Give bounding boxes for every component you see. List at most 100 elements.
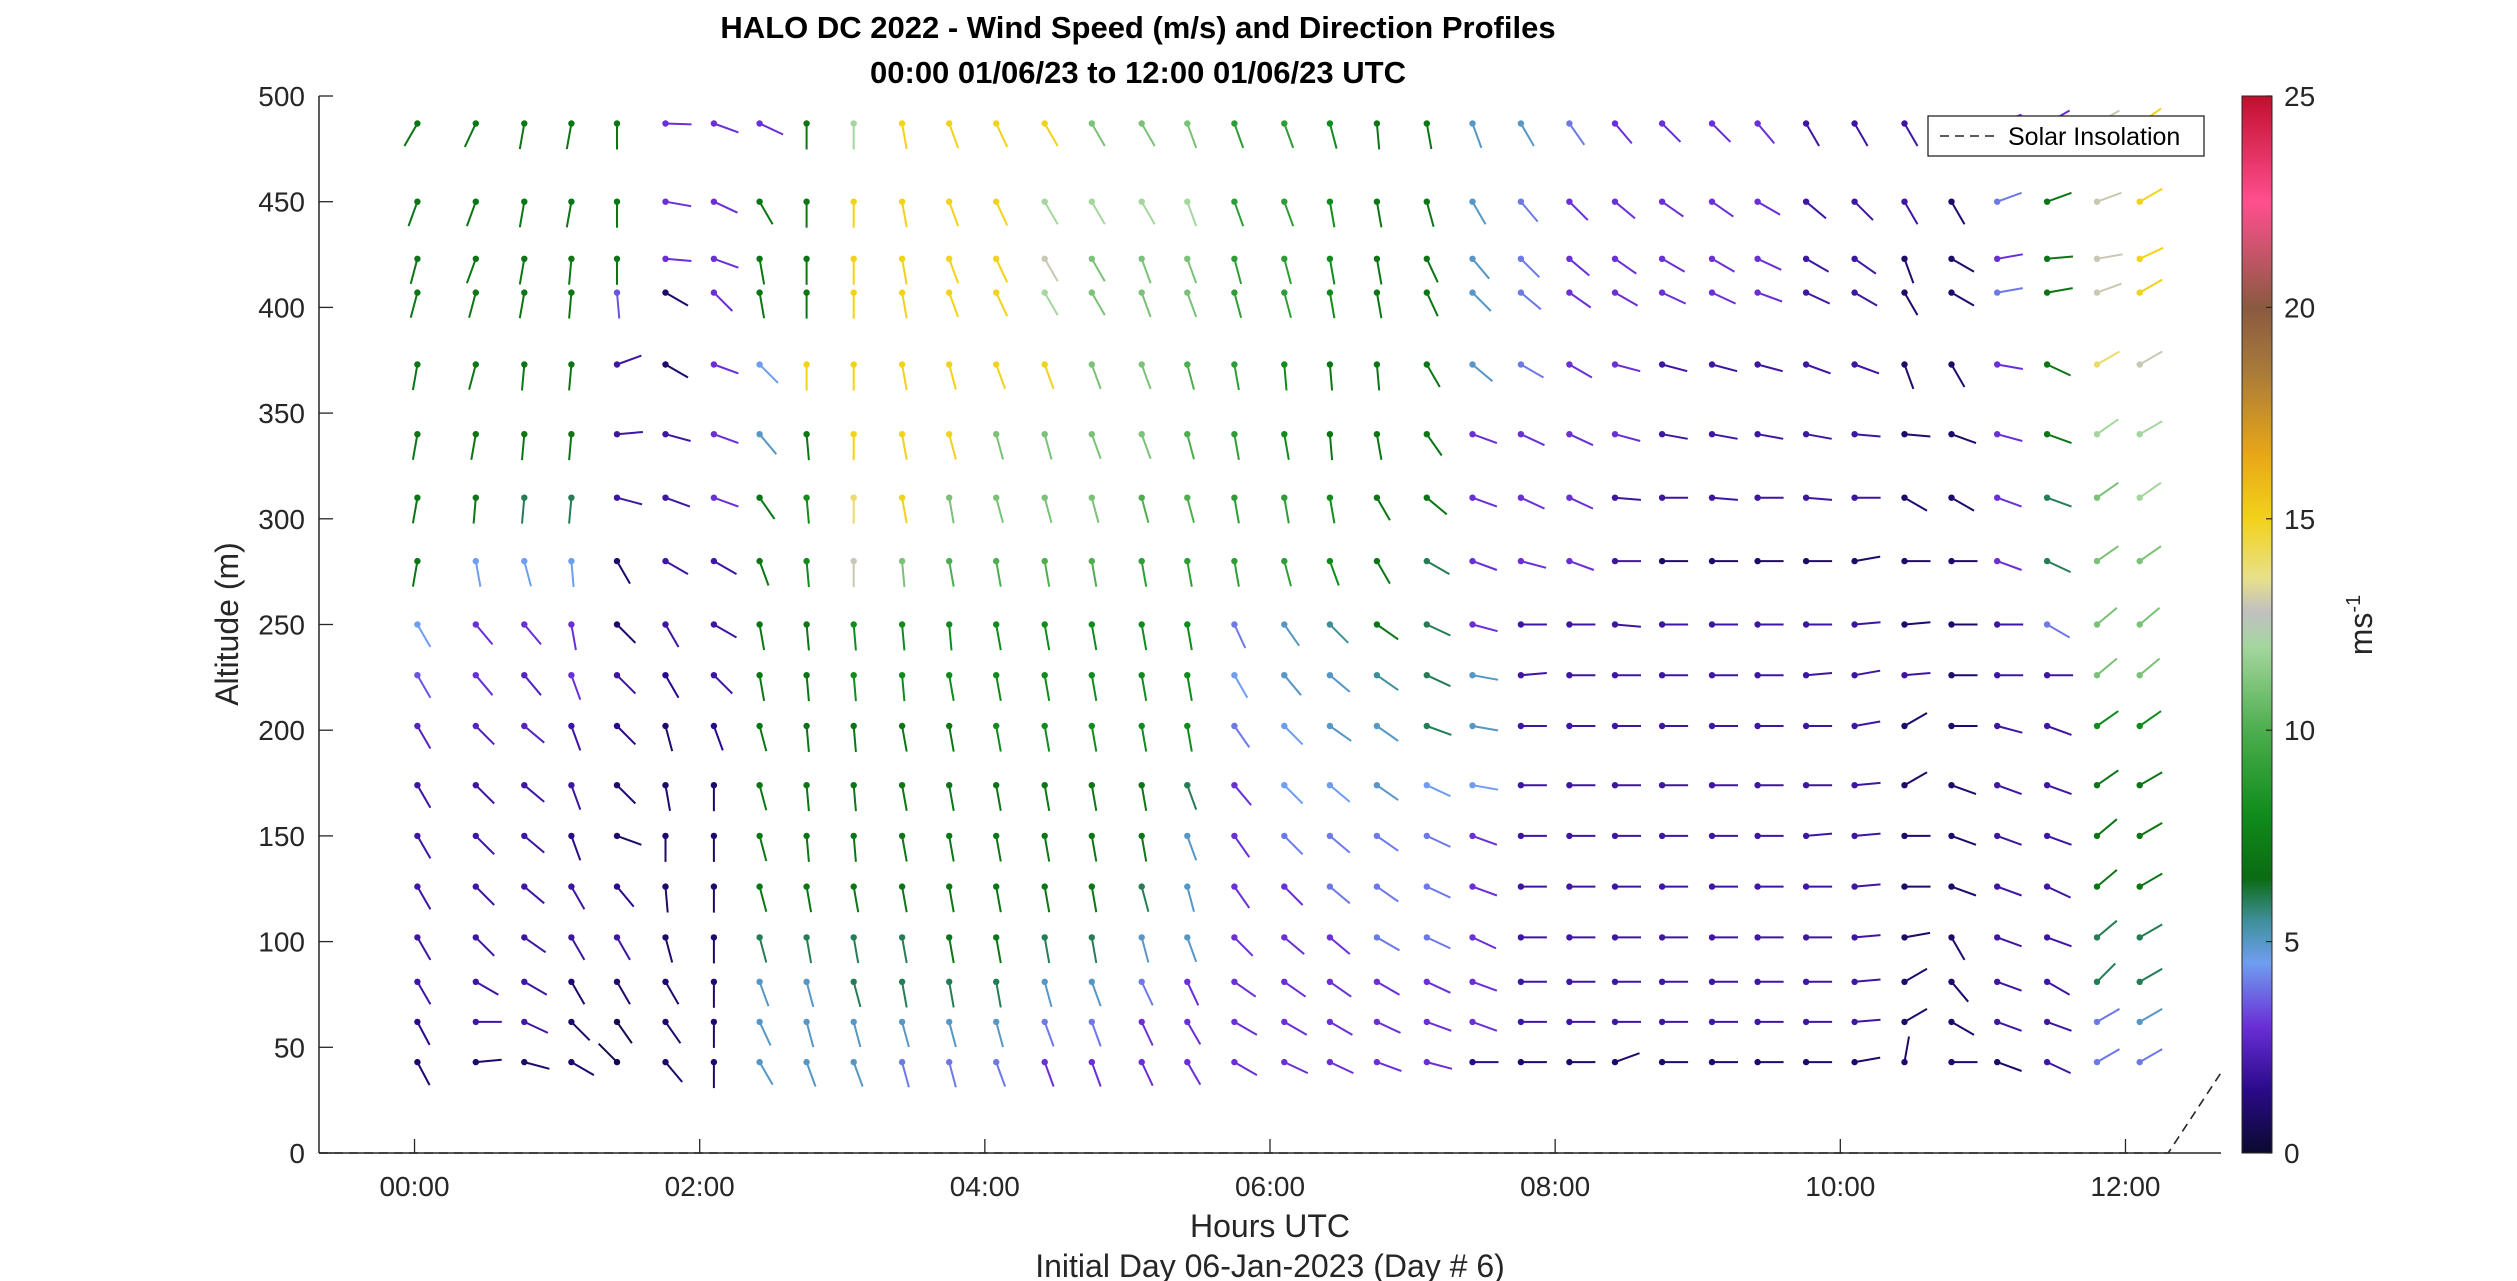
wind-barb [1469,1018,1498,1032]
wind-barb [613,722,637,746]
wind-barb-shaft [1043,624,1051,651]
wind-barb-dot [756,672,763,679]
wind-barb-dot [1469,621,1476,628]
wind-barb-dot [1658,198,1666,205]
wind-barb-dot [1851,672,1858,679]
wind-barb-dot [1423,120,1431,127]
wind-barb [1566,1058,1596,1066]
wind-barb [1088,120,1106,147]
wind-barb-dot [1802,198,1810,205]
wind-barb-dot [1231,361,1238,368]
wind-barb-shaft [1140,1021,1154,1046]
wind-barb-shaft [1283,674,1302,696]
wind-barb [1517,289,1542,311]
wind-barb-dot [850,832,857,840]
wind-barb-dot [710,120,718,127]
wind-barb-dot [803,978,810,985]
wind-barb-shaft [1568,433,1594,447]
wind-barb-dot [1138,255,1145,262]
wind-barb-dot [993,722,1000,730]
wind-barb-dot [756,934,763,941]
wind-barb-dot [472,120,479,127]
wind-barb-dot [1994,672,2001,679]
wind-barb-dot [1901,361,1908,368]
wind-barb-dot [1611,621,1619,628]
wind-barb-dot [1088,431,1096,438]
wind-barb [756,934,768,963]
wind-barb [1901,361,1915,390]
wind-barb-dot [1326,289,1334,296]
wind-barb-shaft [1903,364,1915,390]
wind-barb-dot [1901,289,1908,296]
wind-barb [1088,978,1102,1007]
wind-barb [1517,198,1539,223]
wind-barb-shaft [1854,621,1881,626]
wind-barb-shaft [805,937,813,964]
wind-barb [1469,1058,1499,1066]
wind-barb-dot [2136,289,2143,296]
wind-barb-dot [1423,431,1431,438]
wind-barb-shaft [1090,122,1106,147]
wind-barb [2136,187,2163,205]
wind-barb [850,494,857,524]
wind-barb [1611,255,1637,275]
x-tick-label: 00:00 [379,1171,449,1202]
wind-barb [1231,431,1240,460]
wind-barb [756,978,770,1007]
wind-barb-shaft [995,364,1007,390]
wind-barb-dot [472,978,479,985]
wind-barb-dot [1088,934,1096,941]
wind-barbs [403,107,2164,1089]
wind-barb-shaft [570,561,575,588]
wind-barb-shaft [1233,886,1251,909]
wind-barb-dot [1566,672,1573,679]
wind-barb-dot [1041,722,1048,730]
wind-barb [710,934,718,964]
wind-barb-dot [993,978,1000,985]
wind-barb [1851,832,1881,840]
wind-barb-dot [1901,782,1908,789]
wind-barb-dot [1754,289,1761,296]
wind-barb-dot [613,832,621,840]
wind-barb-dot [662,722,669,730]
x-axis-label: Hours UTC [1190,1208,1350,1244]
wind-barb-dot [1281,198,1288,205]
wind-barb-shaft [1806,672,1833,677]
wind-barb-dot [1231,978,1238,985]
wind-barb-dot [1326,1018,1334,1026]
wind-barb [662,782,671,811]
wind-barb-shaft [713,291,734,312]
wind-barb [803,672,810,702]
legend-label-solar: Solar Insolation [2008,123,2180,151]
wind-barb [946,832,955,862]
wind-barb [662,1018,682,1044]
wind-barb [662,361,689,379]
wind-barb [1948,1058,1978,1066]
wind-barb-dot [1231,289,1238,296]
wind-barb-dot [1184,557,1191,565]
wind-barb-dot [898,722,906,730]
wind-barb [662,883,669,913]
wind-barb-shaft [1283,1061,1309,1075]
wind-barb [1281,832,1304,856]
wind-barb-shaft [1757,200,1781,216]
wind-barb [1373,431,1383,460]
wind-barb-shaft [472,497,477,524]
wind-barb [803,431,810,461]
wind-barb [1373,557,1391,585]
wind-barb [2043,722,2072,736]
wind-barb-shaft [468,364,477,390]
wind-barb-dot [946,198,953,205]
wind-barb-dot [1326,978,1334,985]
wind-barb [1754,978,1784,985]
wind-barb [1948,621,1978,628]
wind-barb-dot [662,782,669,789]
wind-barb-shaft [948,364,957,390]
wind-barb-dot [2093,431,2101,438]
wind-barb-shaft [995,433,1004,460]
wind-barb-shaft [1043,364,1055,390]
wind-barb [1231,978,1257,998]
wind-barb-shaft [995,624,1002,651]
wind-barb-dot [1611,672,1619,679]
